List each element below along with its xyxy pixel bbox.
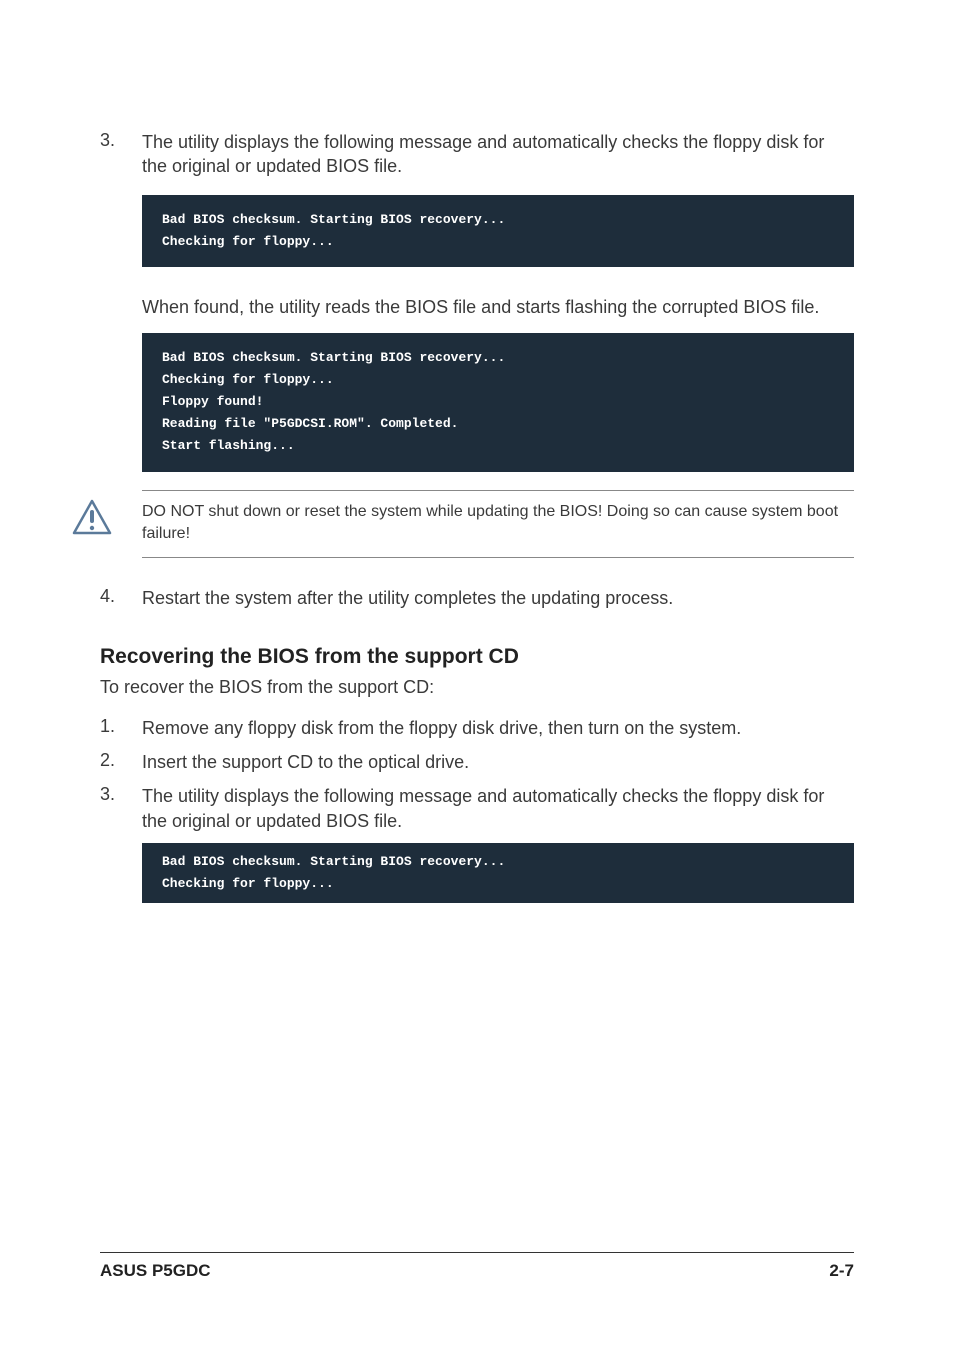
footer-left: ASUS P5GDC xyxy=(100,1261,211,1281)
sub-text: When found, the utility reads the BIOS f… xyxy=(142,295,854,319)
warning-icon xyxy=(70,498,114,543)
step-4: 4. Restart the system after the utility … xyxy=(100,586,854,610)
code-block-3: Bad BIOS checksum. Starting BIOS recover… xyxy=(142,843,854,903)
code-block-2: Bad BIOS checksum. Starting BIOS recover… xyxy=(142,333,854,471)
step-number: 4. xyxy=(100,586,142,610)
step-number: 2. xyxy=(100,750,142,774)
step-text: Restart the system after the utility com… xyxy=(142,586,673,610)
page-footer: ASUS P5GDC 2-7 xyxy=(100,1252,854,1281)
step-number: 3. xyxy=(100,130,142,179)
step-text: Insert the support CD to the optical dri… xyxy=(142,750,469,774)
step-text: Remove any floppy disk from the floppy d… xyxy=(142,716,741,740)
step-3-upper: 3. The utility displays the following me… xyxy=(100,130,854,179)
section-step-1: 1. Remove any floppy disk from the flopp… xyxy=(100,716,854,740)
step-number: 1. xyxy=(100,716,142,740)
step-number: 3. xyxy=(100,784,142,833)
section-step-3: 3. The utility displays the following me… xyxy=(100,784,854,833)
footer-right: 2-7 xyxy=(829,1261,854,1281)
warning-box: DO NOT shut down or reset the system whi… xyxy=(142,490,854,559)
code-block-1: Bad BIOS checksum. Starting BIOS recover… xyxy=(142,195,854,267)
section-step-2: 2. Insert the support CD to the optical … xyxy=(100,750,854,774)
section-intro: To recover the BIOS from the support CD: xyxy=(100,677,854,698)
step-text: The utility displays the following messa… xyxy=(142,130,854,179)
section-heading: Recovering the BIOS from the support CD xyxy=(100,645,854,669)
step-text: The utility displays the following messa… xyxy=(142,784,854,833)
warning-text: DO NOT shut down or reset the system whi… xyxy=(142,490,854,559)
